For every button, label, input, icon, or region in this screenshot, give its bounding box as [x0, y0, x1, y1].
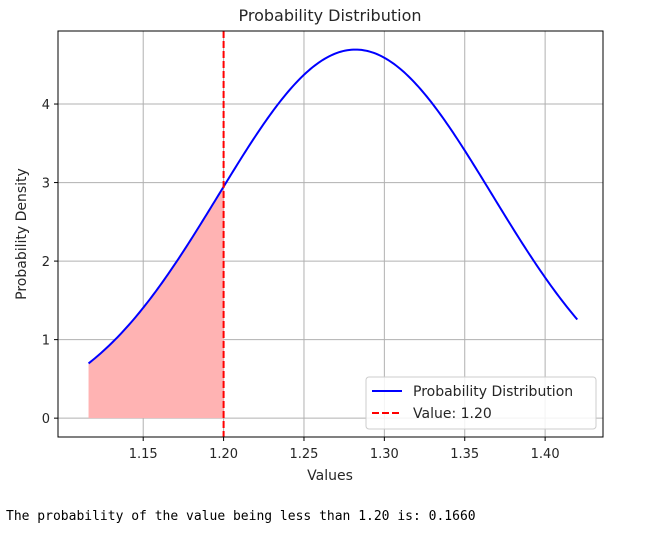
x-axis-ticks: 1.15 1.20 1.25 1.30 1.35 1.40 — [129, 437, 560, 462]
chart-title: Probability Distribution — [238, 6, 421, 25]
distribution-curve — [87, 48, 579, 365]
legend: Probability Distribution Value: 1.20 — [365, 376, 597, 430]
x-tick-label: 1.25 — [289, 447, 318, 462]
chart: 1.15 1.20 1.25 1.30 1.35 1.40 0 1 2 3 4 Probabili… — [14, 6, 604, 484]
y-axis-ticks: 0 1 2 3 4 — [42, 98, 58, 427]
x-tick-label: 1.30 — [370, 447, 399, 462]
shaded-probability-region — [88, 186, 224, 419]
legend-threshold-label: Value: 1.20 — [413, 406, 492, 422]
x-tick-label: 1.15 — [129, 447, 158, 462]
x-axis-label: Values — [307, 468, 353, 484]
y-tick-label: 1 — [42, 334, 50, 349]
output-text: The probability of the value being less … — [6, 509, 476, 524]
y-tick-label: 3 — [42, 177, 50, 192]
legend-box — [365, 376, 597, 430]
y-tick-label: 0 — [42, 412, 50, 427]
x-tick-label: 1.20 — [209, 447, 238, 462]
y-axis-label: Probability Density — [14, 168, 30, 300]
x-tick-label: 1.40 — [531, 447, 560, 462]
y-tick-label: 2 — [42, 255, 50, 270]
legend-curve-label: Probability Distribution — [413, 384, 573, 400]
plot-area-frame — [57, 30, 604, 438]
y-tick-label: 4 — [42, 98, 50, 113]
x-tick-label: 1.35 — [450, 447, 479, 462]
